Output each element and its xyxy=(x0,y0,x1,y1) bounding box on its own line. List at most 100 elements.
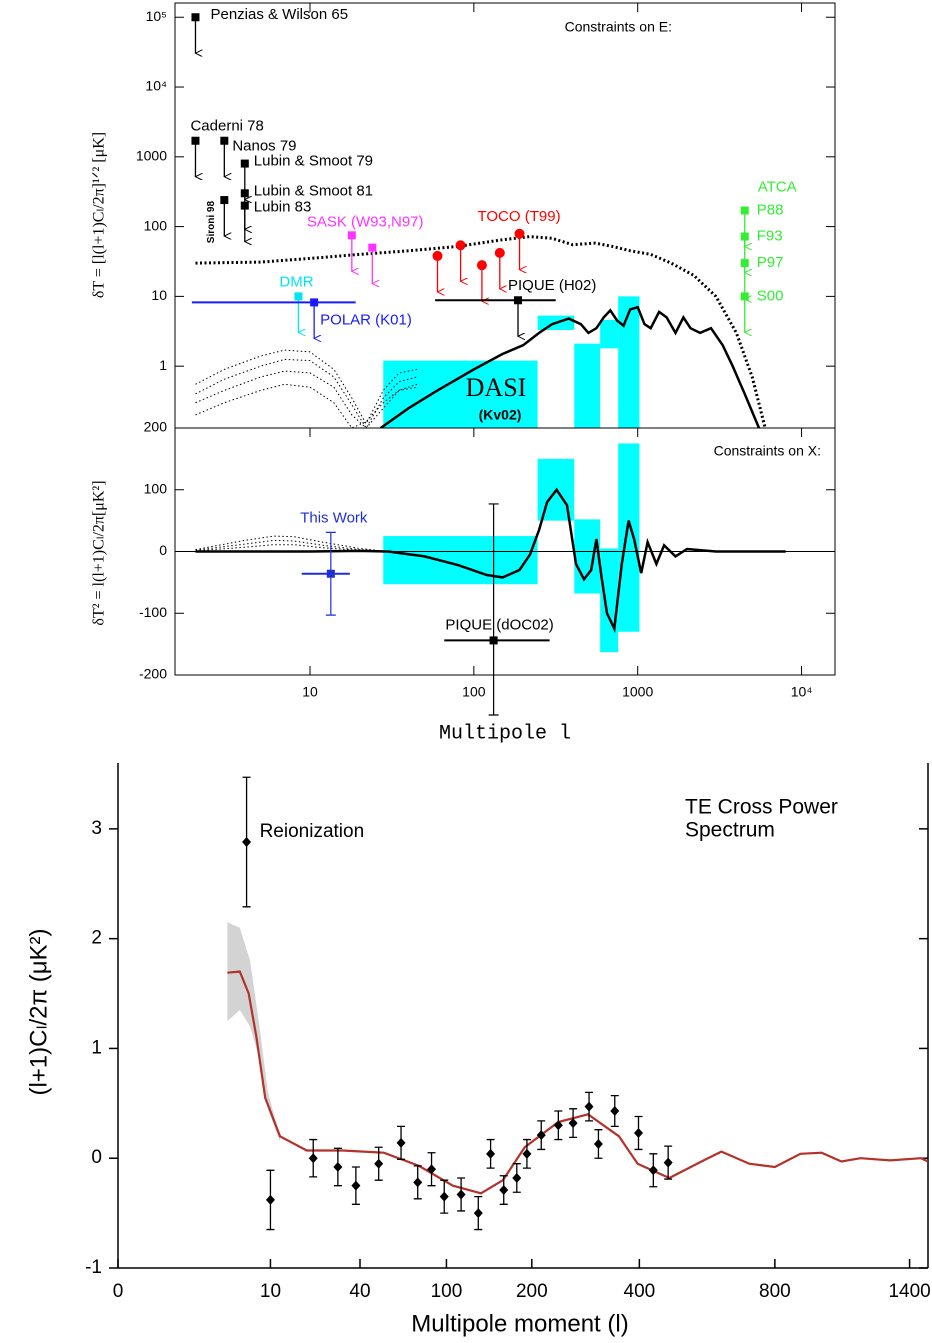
point-group-label: TOCO (T99) xyxy=(478,208,561,225)
data-box xyxy=(600,548,619,653)
y-tick-label: 10⁴ xyxy=(145,78,167,94)
box-label: DASI xyxy=(466,373,527,402)
data-box xyxy=(383,360,538,428)
point-group-label: This Work xyxy=(300,510,368,527)
panel-annotation: Constraints on E: xyxy=(565,19,672,35)
point-group-label: PIQUE (dOC02) xyxy=(445,616,553,633)
uncertainty-band xyxy=(227,922,280,1142)
y-tick-label: 10⁵ xyxy=(146,8,167,24)
model-curve xyxy=(227,970,928,1195)
model-curve xyxy=(195,383,418,428)
data-point xyxy=(374,1158,384,1169)
x-tick-label: 1400 xyxy=(888,1281,930,1302)
point-label: F93 xyxy=(757,228,783,245)
model-curve xyxy=(195,358,418,428)
data-point xyxy=(413,1177,423,1188)
point-group-label: DMR xyxy=(279,273,313,290)
data-point xyxy=(220,196,229,205)
x-tick-label: 40 xyxy=(349,1281,370,1302)
y-tick-label: 1 xyxy=(91,1037,102,1058)
plot-area xyxy=(175,443,835,653)
data-box xyxy=(574,343,601,428)
data-point xyxy=(494,247,505,258)
y-axis-label: δT = [l(l+1)Cₗ/2π]¹ᐟ² [μK] xyxy=(91,132,108,298)
data-point xyxy=(396,1137,406,1148)
data-point xyxy=(351,1180,361,1191)
point-group-label: Lubin 83 xyxy=(254,199,312,216)
data-point xyxy=(242,837,252,848)
point-group-label: Nanos 79 xyxy=(232,138,296,155)
data-point xyxy=(220,136,229,145)
data-point xyxy=(584,1101,594,1112)
data-point xyxy=(610,1106,620,1117)
point-group-label: ATCA xyxy=(758,178,797,195)
data-point xyxy=(593,1138,603,1149)
data-point xyxy=(522,1148,532,1159)
y-tick-label: 100 xyxy=(144,217,168,233)
chart-title: TE Cross Power xyxy=(685,796,838,819)
data-point xyxy=(308,1153,318,1164)
chart-title: Spectrum xyxy=(685,819,775,842)
model-curve xyxy=(195,544,389,552)
data-point xyxy=(427,1164,437,1175)
y-tick-label: 0 xyxy=(159,542,167,558)
point-annotation: Reionization xyxy=(260,821,365,842)
data-point xyxy=(191,136,200,145)
data-point xyxy=(740,206,749,215)
data-point xyxy=(473,1208,483,1219)
data-point xyxy=(740,292,749,301)
data-point xyxy=(191,13,200,22)
data-box xyxy=(574,519,601,594)
point-group-label: POLAR (K01) xyxy=(320,311,412,328)
point-label: P88 xyxy=(757,201,784,218)
data-point xyxy=(326,569,335,578)
data-point xyxy=(514,228,525,239)
data-point xyxy=(456,1189,466,1200)
x-tick-label: 800 xyxy=(759,1281,791,1302)
x-axis-label: Multipole l xyxy=(439,722,571,745)
x-tick-label: 0 xyxy=(113,1281,124,1302)
point-group-label: SASK (W93,N97) xyxy=(307,213,424,230)
data-point xyxy=(265,1194,275,1205)
data-point xyxy=(347,231,356,240)
x-tick-label: 10⁴ xyxy=(791,684,813,700)
data-point xyxy=(499,1185,509,1196)
data-point xyxy=(663,1157,673,1168)
data-point xyxy=(240,201,249,210)
point-label: S00 xyxy=(757,287,784,304)
data-point xyxy=(455,240,466,251)
x-tick-label: 200 xyxy=(516,1281,548,1302)
data-point xyxy=(553,1120,563,1131)
y-tick-label: -100 xyxy=(139,604,167,620)
point-group-label: Caderni 78 xyxy=(190,118,263,135)
data-point xyxy=(310,298,319,307)
point-label: P97 xyxy=(757,254,784,271)
y-tick-label: 10 xyxy=(151,287,167,303)
data-box xyxy=(618,296,640,428)
plot-area xyxy=(227,922,928,1195)
point-group-label: Sironi 98 xyxy=(206,201,217,244)
data-point xyxy=(432,250,443,261)
model-curve xyxy=(195,487,786,634)
data-box xyxy=(383,536,538,585)
error-bar xyxy=(488,503,499,716)
model-curve xyxy=(195,539,389,552)
plot-area xyxy=(195,235,767,428)
y-tick-label: 100 xyxy=(144,480,168,496)
model-curve xyxy=(195,235,767,428)
data-point xyxy=(294,292,303,301)
data-point xyxy=(240,159,249,168)
data-point xyxy=(633,1127,643,1138)
point-group-label: Lubin & Smoot 81 xyxy=(254,182,373,199)
y-tick-label: 2 xyxy=(91,928,102,949)
y-tick-label: 0 xyxy=(91,1147,102,1168)
data-point xyxy=(476,260,487,271)
data-point xyxy=(368,243,377,252)
data-point xyxy=(648,1165,658,1176)
point-group-label: PIQUE (H02) xyxy=(508,277,596,294)
data-point xyxy=(512,1172,522,1183)
data-box xyxy=(618,443,640,632)
data-point xyxy=(240,189,249,198)
point-group-label: Penzias & Wilson 65 xyxy=(210,6,348,23)
y-axis-label: (l+1)Cₗ/2π (μK²) xyxy=(25,928,52,1095)
